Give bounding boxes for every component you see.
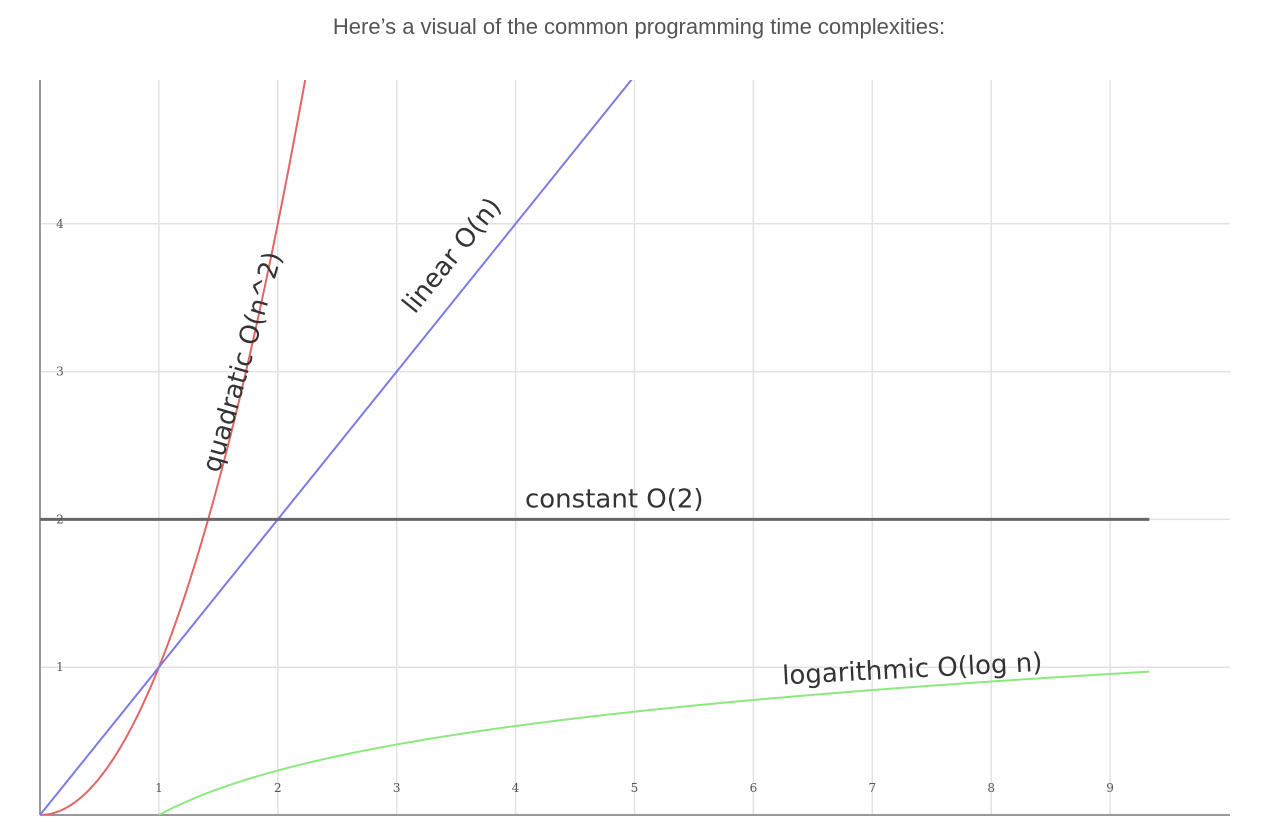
x-tick-label: 8 — [987, 781, 995, 795]
x-tick-label: 2 — [274, 781, 282, 795]
tick-labels: 1 2 3 4 5 6 7 8 9 1 2 3 4 — [56, 217, 1114, 795]
y-tick-label: 3 — [56, 365, 64, 379]
x-tick-label: 9 — [1106, 781, 1114, 795]
x-tick-label: 7 — [868, 781, 876, 795]
series-label: constant O(2) — [525, 485, 704, 515]
series-line — [158, 670, 1150, 815]
x-tick-label: 6 — [750, 781, 758, 795]
series-line — [40, 80, 307, 815]
y-tick-label: 2 — [56, 512, 64, 526]
page-heading: Here’s a visual of the common programmin… — [332, 14, 946, 39]
y-tick-label: 4 — [56, 217, 64, 231]
x-tick-label: 1 — [155, 781, 163, 795]
series-line — [40, 80, 633, 815]
axes — [39, 80, 1230, 816]
x-tick-label: 4 — [512, 781, 520, 795]
curves — [40, 80, 1150, 815]
x-tick-label: 5 — [631, 781, 639, 795]
x-tick-label: 3 — [393, 781, 401, 795]
y-tick-label: 1 — [56, 660, 64, 674]
